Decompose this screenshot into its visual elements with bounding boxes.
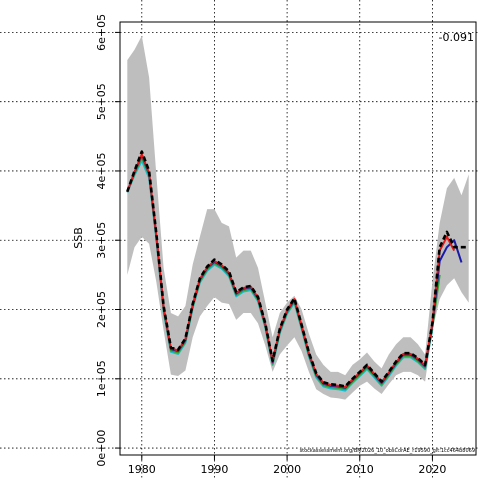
y-tick-label: 3e+05: [95, 222, 108, 259]
x-tick-label: 2010: [346, 463, 374, 476]
confidence-band: [127, 35, 469, 400]
plot-area-frame: [119, 21, 477, 456]
x-tick-label: 2020: [418, 463, 446, 476]
y-tick-label: 5e+05: [95, 83, 108, 120]
y-tick-label: 6e+05: [95, 14, 108, 51]
y-tick-label: 1e+05: [95, 360, 108, 397]
series-line: [126, 150, 469, 388]
x-tick-label: 1980: [128, 463, 156, 476]
series-lines: [126, 150, 469, 392]
x-axis: 1980 1990 2000 2010 2020: [128, 455, 446, 476]
x-tick-label: 2000: [273, 463, 301, 476]
credit-text: stockassessment.org/BM2026_10_obsCorAE_r…: [300, 448, 475, 454]
y-tick-label: 2e+05: [95, 291, 108, 328]
y-axis: 0e+00 1e+05 2e+05 3e+05 4e+05 5e+05 6e+05: [95, 14, 120, 467]
y-tick-label: 0e+00: [95, 430, 108, 467]
y-tick-label: 4e+05: [95, 152, 108, 189]
y-axis-title: SSB: [72, 227, 85, 249]
x-tick-label: 1990: [200, 463, 228, 476]
rho-annotation: -0.091: [439, 31, 474, 44]
